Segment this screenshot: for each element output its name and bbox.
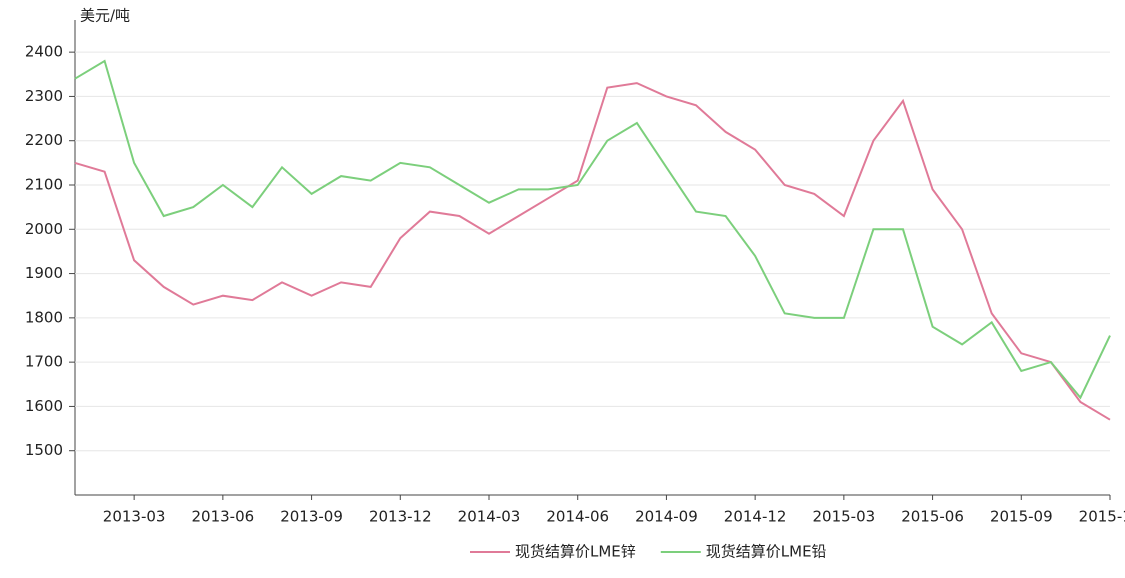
x-tick-label: 2015-03: [813, 508, 876, 526]
y-tick-label: 1500: [25, 441, 63, 459]
y-tick-label: 2400: [25, 43, 63, 61]
y-tick-label: 2000: [25, 220, 63, 238]
x-tick-label: 2013-09: [280, 508, 343, 526]
x-tick-label: 2014-06: [546, 508, 609, 526]
x-tick-label: 2013-12: [369, 508, 432, 526]
series-line: [74, 82, 1111, 421]
y-tick-label: 1600: [25, 397, 63, 415]
y-tick-label: 2300: [25, 87, 63, 105]
legend-label: 现货结算价LME锌: [515, 543, 636, 561]
series-line: [74, 59, 1111, 400]
y-axis-label: 美元/吨: [80, 7, 130, 25]
y-tick-label: 1900: [25, 264, 63, 282]
y-tick-label: 2200: [25, 131, 63, 149]
legend-label: 现货结算价LME铅: [706, 543, 827, 561]
y-tick-label: 1800: [25, 308, 63, 326]
x-tick-label: 2015-09: [990, 508, 1053, 526]
x-tick-label: 2013-06: [192, 508, 255, 526]
x-tick-label: 2015-12: [1079, 508, 1125, 526]
x-tick-label: 2013-03: [103, 508, 166, 526]
x-tick-label: 2015-06: [901, 508, 964, 526]
x-tick-label: 2014-12: [724, 508, 787, 526]
y-tick-label: 2100: [25, 176, 63, 194]
x-tick-label: 2014-09: [635, 508, 698, 526]
y-tick-label: 1700: [25, 353, 63, 371]
x-tick-label: 2014-03: [458, 508, 521, 526]
